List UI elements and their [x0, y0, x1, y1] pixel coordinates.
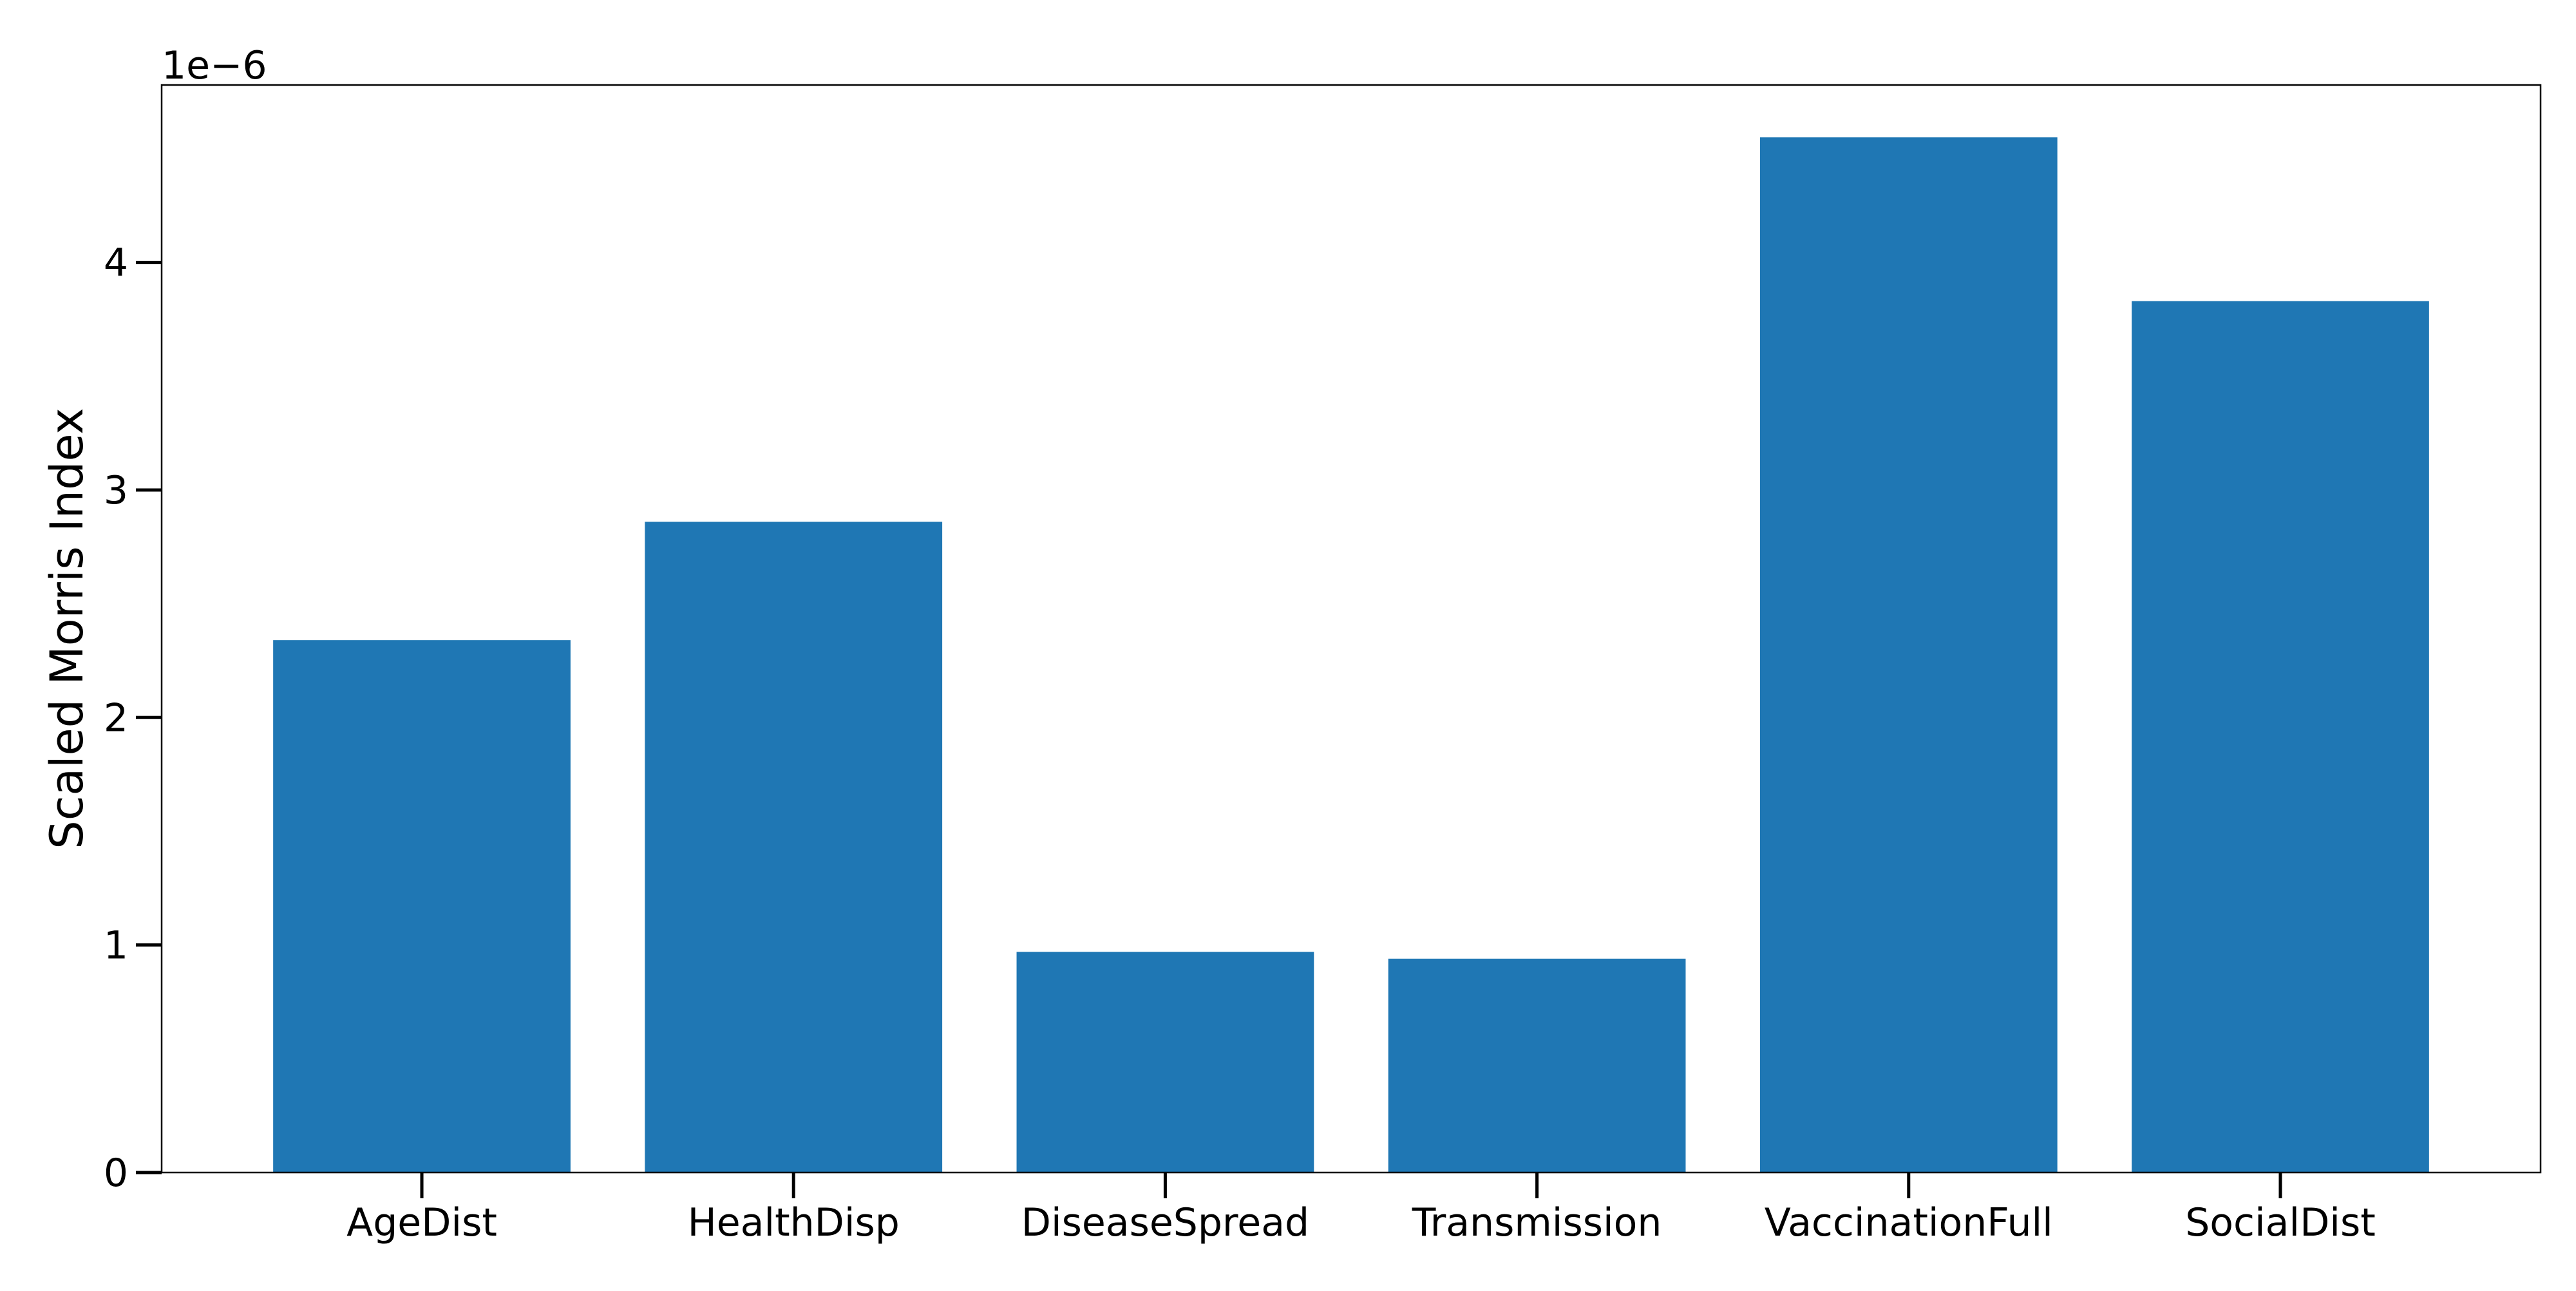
bar-agedist — [273, 640, 571, 1173]
bar-healthdisp — [645, 522, 943, 1173]
y-axis-label: Scaled Morris Index — [41, 408, 93, 849]
x-tick-label: Transmission — [1412, 1200, 1662, 1245]
ticks-layer: AgeDist HealthDisp DiseaseSpread Transmissi… — [104, 241, 2376, 1245]
x-tick-label: VaccinationFull — [1765, 1200, 2053, 1245]
x-tick-label: AgeDist — [346, 1200, 497, 1245]
plot-frame — [160, 84, 2542, 1174]
y-tick-label: 4 — [104, 241, 128, 286]
y-axis-offset-label: 1e−6 — [162, 43, 267, 88]
x-tick-label: DiseaseSpread — [1021, 1200, 1309, 1245]
y-tick-label: 1 — [104, 923, 128, 968]
y-tick-label: 0 — [104, 1151, 128, 1196]
y-tick-label: 3 — [104, 468, 128, 513]
x-tick-label: SocialDist — [2185, 1200, 2376, 1245]
bar-socialdist — [2132, 301, 2429, 1173]
bar-transmission — [1388, 958, 1686, 1173]
bars-layer — [273, 137, 2429, 1173]
bar-diseasespread — [1016, 952, 1314, 1173]
x-tick-label: HealthDisp — [688, 1200, 900, 1245]
y-tick-label: 2 — [104, 695, 128, 740]
bar-vaccinationfull — [1759, 137, 2058, 1173]
